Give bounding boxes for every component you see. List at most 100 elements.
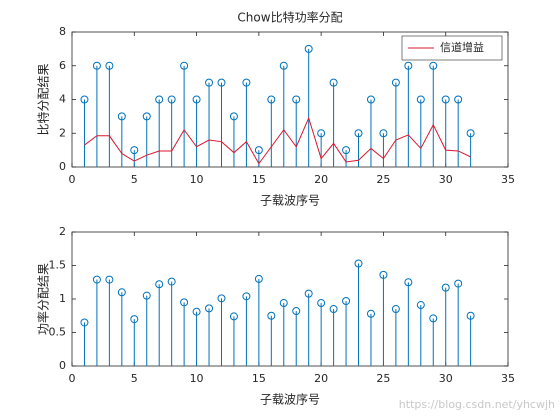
x-tick-label: 35	[501, 173, 515, 186]
stem-marker	[304, 289, 313, 298]
stem-marker	[429, 61, 438, 70]
stem-marker	[80, 318, 89, 327]
stem-marker	[454, 95, 463, 104]
stem-marker	[466, 311, 475, 320]
y-tick-label: 4	[59, 93, 66, 106]
y-tick-label: 0	[59, 359, 66, 372]
stem-marker	[342, 297, 351, 306]
watermark: https://blog.csdn.net/yhcwjh	[399, 398, 555, 411]
chart-title: Chow比特功率分配	[237, 10, 342, 25]
stem-marker	[267, 311, 276, 320]
stem-marker	[105, 275, 114, 284]
x-tick-label: 20	[314, 173, 328, 186]
stem-marker	[142, 112, 151, 121]
stem-marker	[205, 304, 214, 313]
y-tick-label: 6	[59, 59, 66, 72]
x-tick-label: 0	[69, 372, 76, 385]
stem-marker	[92, 61, 101, 70]
stem-marker	[155, 95, 164, 104]
x-tick-label: 25	[376, 372, 390, 385]
axes-box	[71, 231, 509, 367]
stem-marker	[254, 274, 263, 283]
legend-label: 信道增益	[440, 40, 484, 54]
x-tick-label: 5	[131, 173, 138, 186]
stem-marker	[429, 314, 438, 323]
y-tick-label: 0.5	[49, 326, 67, 339]
x-tick-label: 10	[190, 372, 204, 385]
stem-marker	[279, 299, 288, 308]
stem-marker	[130, 146, 139, 155]
stem-marker	[441, 283, 450, 292]
stem-marker	[292, 95, 301, 104]
y-axis-label: 功率分配结果	[36, 263, 51, 335]
stem-marker	[117, 112, 126, 121]
stem-marker	[441, 95, 450, 104]
stem-marker	[155, 280, 164, 289]
stem-marker	[205, 78, 214, 87]
stem-marker	[317, 129, 326, 138]
stem-marker	[180, 298, 189, 307]
stem-marker	[379, 129, 388, 138]
stem-marker	[192, 307, 201, 316]
stem-marker	[180, 61, 189, 70]
x-tick-label: 15	[252, 173, 266, 186]
stem-marker	[254, 146, 263, 155]
stem-marker	[304, 44, 313, 53]
x-tick-label: 35	[501, 372, 515, 385]
stem-marker	[329, 305, 338, 314]
x-tick-label: 25	[376, 173, 390, 186]
stem-marker	[217, 294, 226, 303]
stem-marker	[130, 315, 139, 324]
stem-marker	[229, 312, 238, 321]
stem-marker	[80, 95, 89, 104]
stem-marker	[379, 270, 388, 279]
stem-marker	[329, 78, 338, 87]
stem-marker	[105, 61, 114, 70]
stem-marker	[117, 288, 126, 297]
stem-marker	[167, 277, 176, 286]
x-axis-label: 子载波序号	[260, 392, 320, 407]
stem-marker	[416, 301, 425, 310]
y-tick-label: 2	[59, 126, 66, 139]
x-tick-label: 15	[252, 372, 266, 385]
y-tick-label: 2	[59, 225, 66, 238]
x-tick-label: 30	[439, 372, 453, 385]
stem-marker	[342, 146, 351, 155]
stem-marker	[192, 95, 201, 104]
x-tick-label: 30	[439, 173, 453, 186]
stem-marker	[454, 279, 463, 288]
stem-marker	[242, 292, 251, 301]
stem-marker	[167, 95, 176, 104]
stem-marker	[267, 95, 276, 104]
stem-marker	[404, 61, 413, 70]
stem-marker	[292, 307, 301, 316]
stem-marker	[242, 78, 251, 87]
stem-marker	[317, 299, 326, 308]
y-tick-label: 1	[59, 292, 66, 305]
stem-marker	[366, 309, 375, 318]
x-tick-label: 10	[190, 173, 204, 186]
stem-marker	[366, 95, 375, 104]
stem-marker	[404, 278, 413, 287]
x-tick-label: 5	[131, 372, 138, 385]
stem-marker	[142, 291, 151, 300]
stem-marker	[229, 112, 238, 121]
line	[84, 116, 471, 165]
stem-marker	[354, 259, 363, 268]
x-tick-label: 0	[69, 173, 76, 186]
x-tick-label: 20	[314, 372, 328, 385]
x-axis-label: 子载波序号	[260, 193, 320, 208]
stem-marker	[279, 61, 288, 70]
y-tick-label: 1.5	[49, 259, 67, 272]
y-tick-label: 0	[59, 160, 66, 173]
stem-marker	[391, 305, 400, 314]
y-tick-label: 8	[59, 25, 66, 38]
y-axis-label: 比特分配结果	[36, 63, 51, 135]
stem-marker	[217, 78, 226, 87]
stem-marker	[391, 78, 400, 87]
stem-marker	[354, 129, 363, 138]
stem-marker	[416, 95, 425, 104]
stem-marker	[92, 275, 101, 284]
stem-marker	[466, 129, 475, 138]
